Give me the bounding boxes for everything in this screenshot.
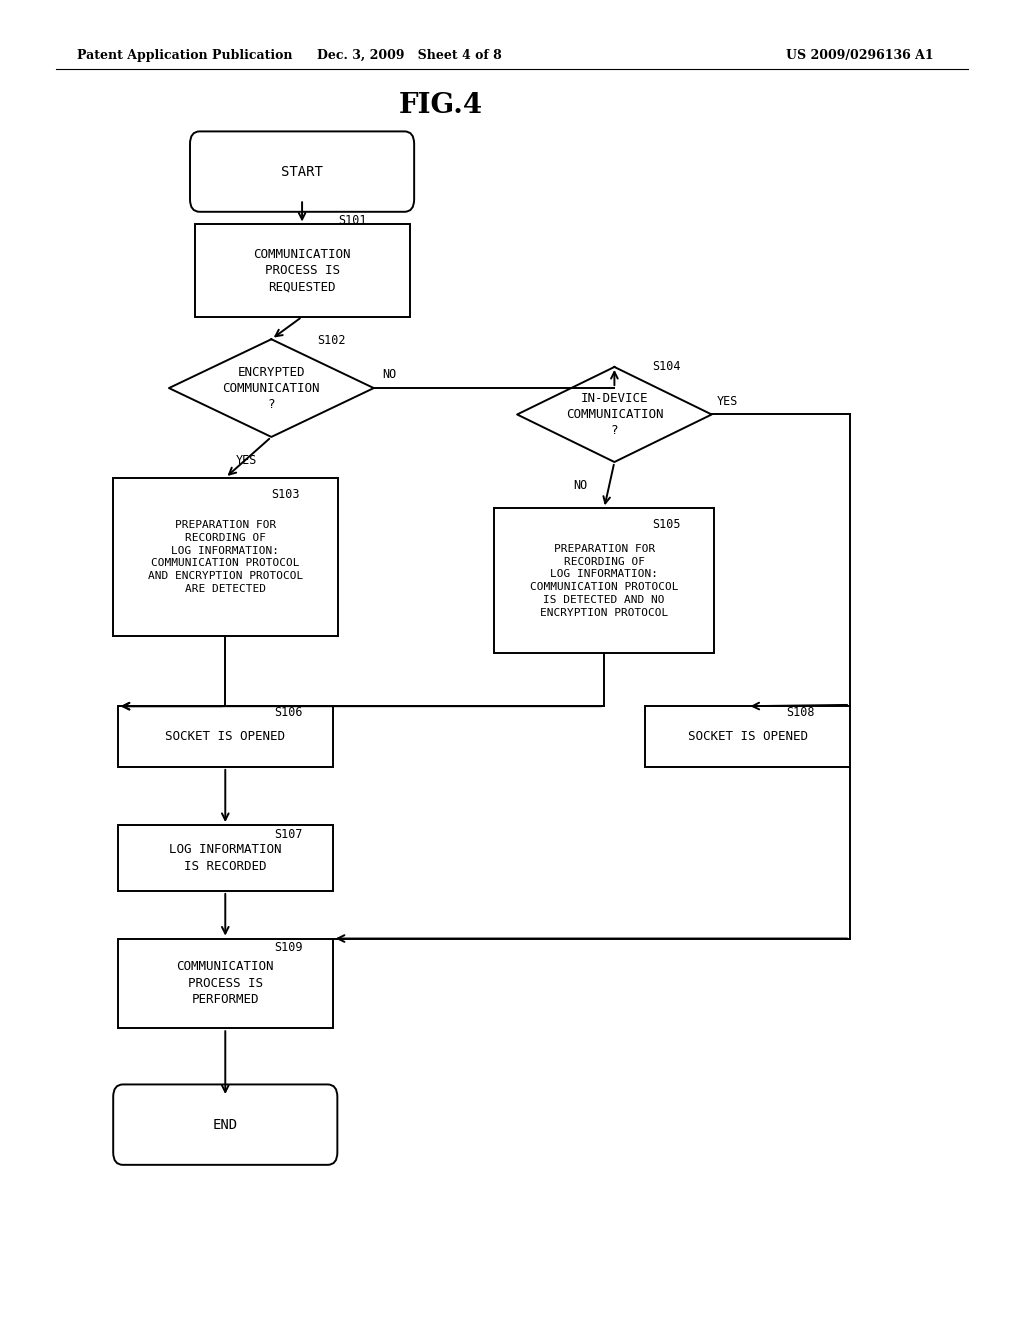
Text: S102: S102 — [317, 334, 346, 347]
Text: NO: NO — [382, 368, 396, 381]
Text: SOCKET IS OPENED: SOCKET IS OPENED — [687, 730, 808, 743]
Text: START: START — [282, 165, 323, 178]
Text: PREPARATION FOR
RECORDING OF
LOG INFORMATION:
COMMUNICATION PROTOCOL
IS DETECTED: PREPARATION FOR RECORDING OF LOG INFORMA… — [529, 544, 679, 618]
Text: S106: S106 — [274, 706, 303, 719]
Text: S103: S103 — [271, 488, 300, 502]
Bar — [118, 939, 333, 1028]
Text: S105: S105 — [652, 517, 681, 531]
Text: S109: S109 — [274, 941, 303, 954]
Text: COMMUNICATION
PROCESS IS
REQUESTED: COMMUNICATION PROCESS IS REQUESTED — [253, 248, 351, 293]
Text: S101: S101 — [338, 214, 367, 227]
Polygon shape — [517, 367, 712, 462]
Bar — [113, 478, 338, 636]
Bar — [118, 706, 333, 767]
FancyBboxPatch shape — [190, 132, 414, 211]
Text: SOCKET IS OPENED: SOCKET IS OPENED — [165, 730, 286, 743]
Bar — [494, 508, 715, 653]
Text: S104: S104 — [652, 360, 681, 374]
Text: ENCRYPTED
COMMUNICATION
?: ENCRYPTED COMMUNICATION ? — [222, 366, 321, 411]
Text: COMMUNICATION
PROCESS IS
PERFORMED: COMMUNICATION PROCESS IS PERFORMED — [176, 961, 274, 1006]
Text: Dec. 3, 2009   Sheet 4 of 8: Dec. 3, 2009 Sheet 4 of 8 — [317, 49, 502, 62]
Text: IN-DEVICE
COMMUNICATION
?: IN-DEVICE COMMUNICATION ? — [565, 392, 664, 437]
Text: PREPARATION FOR
RECORDING OF
LOG INFORMATION:
COMMUNICATION PROTOCOL
AND ENCRYPT: PREPARATION FOR RECORDING OF LOG INFORMA… — [147, 520, 303, 594]
Text: YES: YES — [717, 395, 738, 408]
Polygon shape — [169, 339, 374, 437]
Text: NO: NO — [573, 479, 588, 492]
Text: S107: S107 — [274, 828, 303, 841]
Text: S108: S108 — [786, 706, 815, 719]
FancyBboxPatch shape — [114, 1085, 337, 1164]
Bar — [195, 224, 410, 317]
Text: Patent Application Publication: Patent Application Publication — [77, 49, 292, 62]
Text: LOG INFORMATION
IS RECORDED: LOG INFORMATION IS RECORDED — [169, 843, 282, 873]
Text: END: END — [213, 1118, 238, 1131]
Bar — [645, 706, 850, 767]
Bar — [118, 825, 333, 891]
Text: FIG.4: FIG.4 — [398, 92, 482, 119]
Text: US 2009/0296136 A1: US 2009/0296136 A1 — [786, 49, 934, 62]
Text: YES: YES — [236, 454, 257, 467]
